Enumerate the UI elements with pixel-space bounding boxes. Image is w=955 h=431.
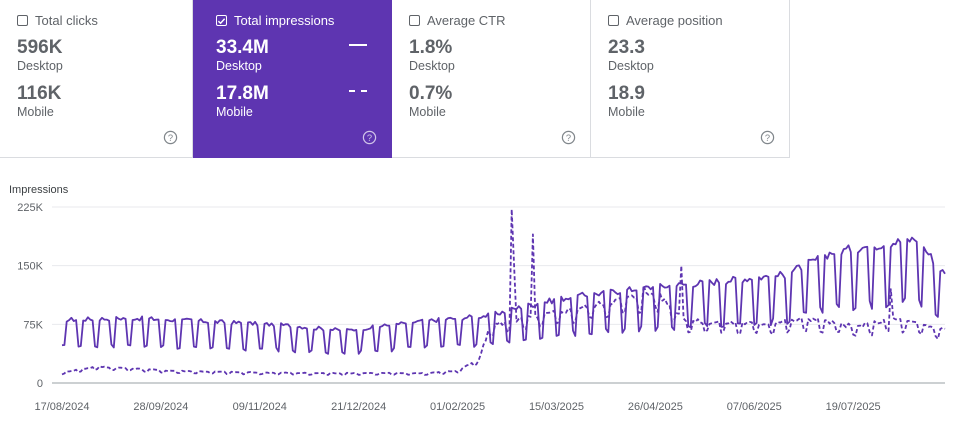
metric-value: 23.3 (608, 37, 645, 58)
y-axis-title: Impressions (9, 184, 69, 196)
help-icon[interactable]: ? (561, 130, 576, 145)
desktop-metric: 596K Desktop (17, 38, 63, 74)
mobile-metric: 18.9 Mobile (608, 84, 645, 120)
mobile-metric: 116K Mobile (17, 84, 61, 120)
help-icon[interactable]: ? (163, 130, 178, 145)
y-tick-label: 150K (17, 261, 43, 273)
metric-value: 116K (17, 83, 62, 104)
x-tick-label: 07/06/2025 (727, 401, 782, 413)
card-total-clicks[interactable]: Total clicks 596K Desktop 116K Mobile ? (0, 0, 193, 158)
y-tick-label: 225K (17, 202, 43, 214)
x-tick-label: 01/02/2025 (430, 401, 485, 413)
solid-line-legend-icon (349, 44, 367, 46)
metric-label: Mobile (17, 105, 54, 119)
checkbox-icon[interactable] (17, 15, 28, 26)
checkbox-icon[interactable] (409, 15, 420, 26)
card-header[interactable]: Average position (608, 13, 723, 28)
dashed-line-legend-icon (349, 90, 367, 92)
x-tick-label: 21/12/2024 (331, 401, 386, 413)
x-tick-label: 28/09/2024 (133, 401, 188, 413)
card-label: Total impressions (234, 13, 335, 28)
metric-label: Mobile (409, 105, 446, 119)
metric-label: Desktop (409, 59, 455, 73)
card-average-ctr[interactable]: Average CTR 1.8% Desktop 0.7% Mobile ? (392, 0, 591, 158)
mobile-metric: 0.7% Mobile (409, 84, 452, 120)
metric-label: Desktop (17, 59, 63, 73)
desktop-metric: 1.8% Desktop (409, 38, 455, 74)
checkbox-icon[interactable] (608, 15, 619, 26)
card-header[interactable]: Total impressions (216, 13, 334, 28)
metric-label: Mobile (608, 105, 645, 119)
metric-value: 1.8% (409, 37, 453, 58)
metric-value: 18.9 (608, 83, 645, 104)
card-total-impressions[interactable]: Total impressions 33.4M Desktop 17.8M Mo… (193, 0, 392, 158)
x-tick-label: 19/07/2025 (826, 401, 881, 413)
checkbox-checked-icon[interactable] (216, 15, 227, 26)
desktop-metric: 23.3 Desktop (608, 38, 654, 74)
help-icon[interactable]: ? (760, 130, 775, 145)
card-average-position[interactable]: Average position 23.3 Desktop 18.9 Mobil… (591, 0, 790, 158)
card-header[interactable]: Average CTR (409, 13, 506, 28)
y-tick-label: 0 (37, 378, 43, 390)
card-label: Average CTR (427, 13, 506, 28)
series-line-desktop (61, 236, 946, 355)
metric-value: 0.7% (409, 83, 453, 104)
metric-value: 33.4M (216, 37, 269, 58)
x-tick-label: 15/03/2025 (529, 401, 584, 413)
card-header[interactable]: Total clicks (17, 13, 98, 28)
svg-text:?: ? (566, 133, 571, 143)
y-tick-label: 75K (23, 319, 43, 331)
card-label: Total clicks (35, 13, 98, 28)
svg-text:?: ? (765, 133, 770, 143)
svg-text:?: ? (367, 133, 372, 143)
mobile-metric: 17.8M Mobile (216, 84, 269, 120)
metric-cards: Total clicks 596K Desktop 116K Mobile ? … (0, 0, 793, 159)
metric-label: Desktop (216, 59, 262, 73)
metric-label: Mobile (216, 105, 253, 119)
help-icon[interactable]: ? (362, 130, 377, 145)
x-tick-label: 26/04/2025 (628, 401, 683, 413)
desktop-metric: 33.4M Desktop (216, 38, 269, 74)
x-tick-label: 17/08/2024 (34, 401, 89, 413)
series-line-mobile (61, 208, 946, 376)
metric-value: 596K (17, 37, 63, 58)
card-label: Average position (626, 13, 723, 28)
metric-label: Desktop (608, 59, 654, 73)
metric-value: 17.8M (216, 83, 269, 104)
svg-text:?: ? (168, 133, 173, 143)
x-tick-label: 09/11/2024 (233, 401, 287, 413)
